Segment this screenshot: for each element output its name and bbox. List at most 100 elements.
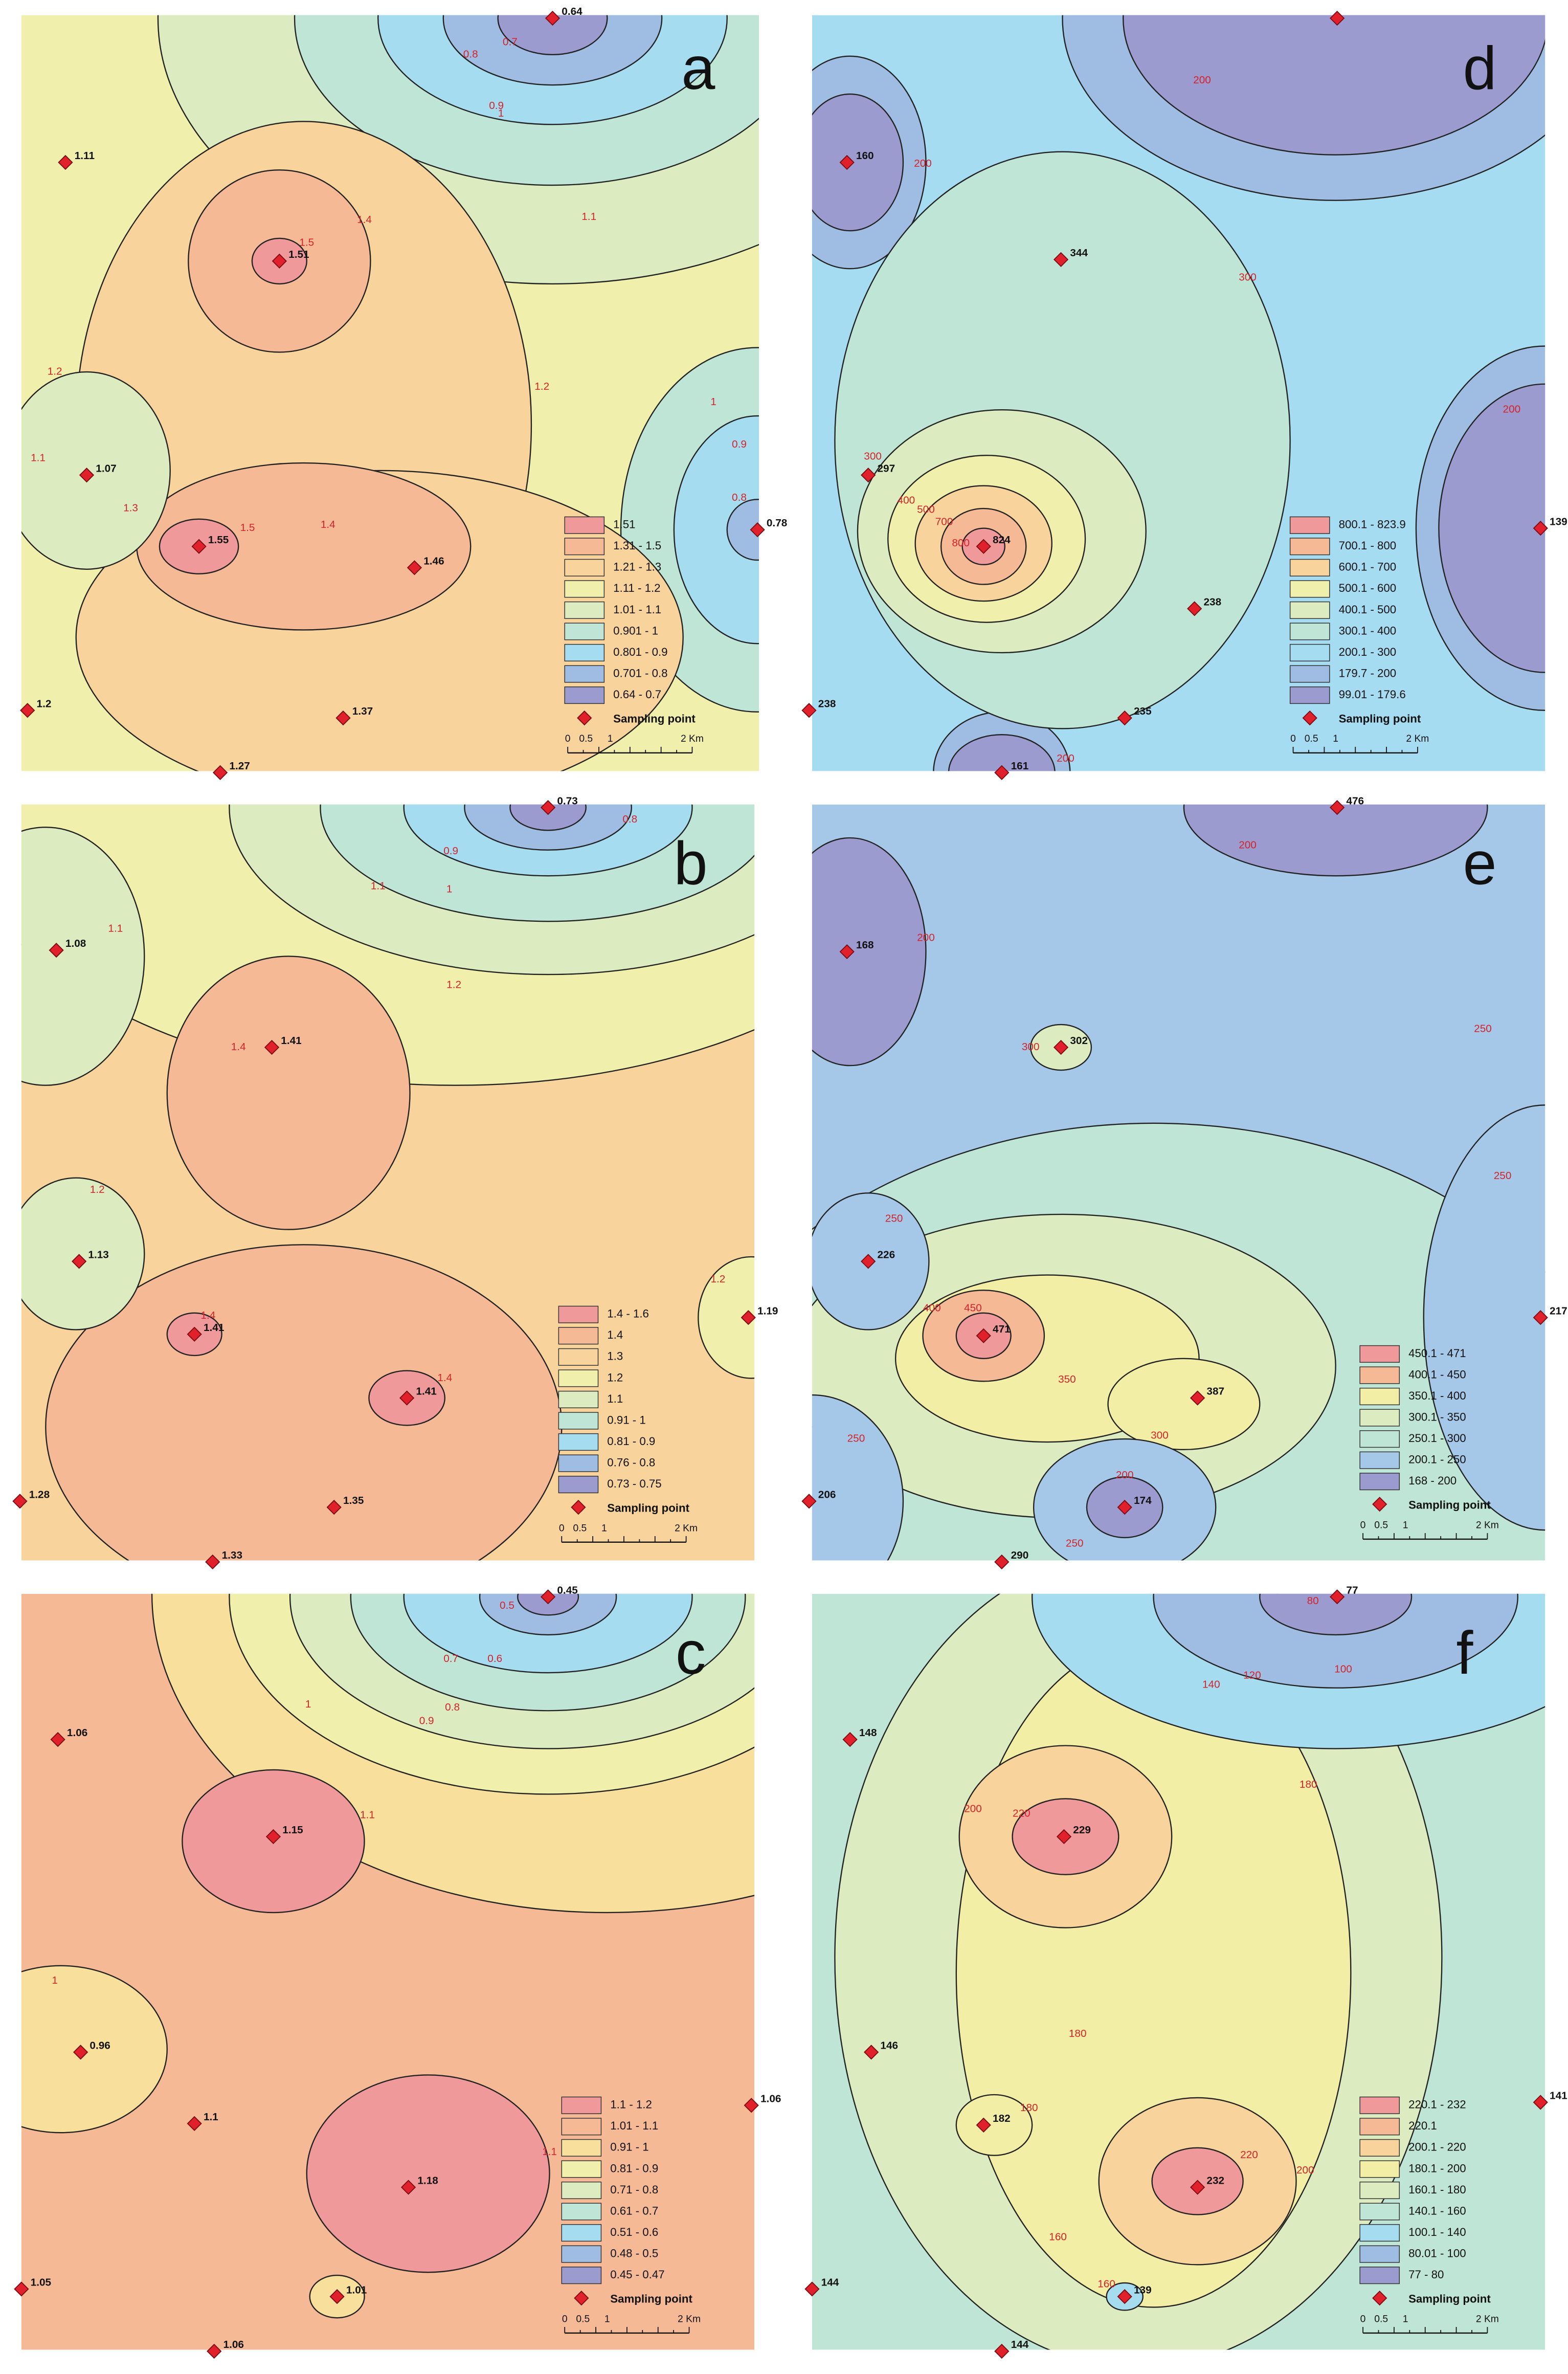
legend-label: 0.901 - 1 — [613, 624, 658, 637]
point-label: 238 — [818, 698, 836, 709]
point-label: 290 — [1011, 1549, 1029, 1561]
point-label: 217 — [1550, 1305, 1567, 1317]
contour-label: 200 — [917, 931, 935, 943]
sampling-point — [1187, 601, 1202, 616]
scale-label: 1 — [1403, 1520, 1408, 1530]
point-label: 1.55 — [208, 534, 229, 546]
contour-zone — [698, 1256, 755, 1379]
contour-zone — [1259, 1593, 1413, 1636]
point-label: 238 — [1203, 596, 1221, 608]
point-label: 235 — [1134, 705, 1152, 717]
sampling-point — [545, 10, 561, 26]
legend-label: 500.1 - 600 — [1339, 582, 1397, 594]
map-panel: 80 100 120 140 180 200 220 180 180 220 200 160 160 — [812, 1593, 1545, 2350]
point-label: 1.06 — [67, 1727, 87, 1739]
point-label: 144 — [1011, 2339, 1029, 2350]
legend-swatch — [561, 2181, 602, 2200]
contour-label: 0.8 — [732, 492, 747, 503]
point-label: 139 — [1550, 516, 1567, 527]
contour-label: 300 — [1239, 272, 1257, 283]
point-label: 1.06 — [760, 2093, 781, 2104]
point-label: 144 — [821, 2276, 839, 2288]
point-label: 1.35 — [343, 1495, 364, 1506]
point-label: 476 — [1346, 795, 1364, 807]
contour-label: 1.1 — [581, 211, 596, 223]
sampling-point — [58, 154, 73, 170]
point-label: 471 — [993, 1323, 1011, 1335]
legend-swatch — [561, 2160, 602, 2178]
scale-label: 0.5 — [1305, 734, 1318, 744]
legend-swatch — [1359, 2096, 1400, 2114]
sampling-point — [207, 2343, 222, 2359]
sampling-point — [744, 2098, 759, 2113]
legend-label: 0.71 - 0.8 — [610, 2183, 658, 2196]
legend-label: 1.4 — [607, 1328, 623, 1341]
contour-label: 200 — [1296, 2164, 1314, 2176]
point-label: 0.45 — [557, 1584, 577, 1596]
legend-marker-label: Sampling point — [610, 2292, 692, 2305]
scale-label: 1 — [1333, 734, 1338, 744]
contour-label: 0.9 — [443, 845, 458, 857]
legend-swatch — [1359, 2267, 1400, 2284]
legend-label: 160.1 - 180 — [1408, 2183, 1466, 2196]
point-label: 1.28 — [29, 1489, 50, 1500]
sampling-point — [1190, 2180, 1205, 2195]
legend-label: 200.1 - 220 — [1408, 2141, 1466, 2154]
panel-letter: f — [1456, 1619, 1473, 1687]
sampling-point — [50, 1732, 65, 1747]
legend-swatch — [558, 1369, 599, 1387]
legend-label: 1.01 - 1.1 — [610, 2119, 658, 2132]
point-label: 1.15 — [282, 1824, 303, 1836]
point-label: 1.2 — [37, 698, 52, 709]
legend-swatch — [564, 623, 605, 640]
legend-label: 350.1 - 400 — [1408, 1389, 1466, 1402]
sampling-point — [187, 2116, 202, 2131]
legend-swatch — [1289, 644, 1330, 662]
contour-label: 300 — [1151, 1430, 1169, 1441]
sampling-point — [861, 1254, 876, 1269]
point-label: 387 — [1206, 1386, 1224, 1397]
contour-label: 400 — [898, 495, 915, 506]
sampling-point — [1190, 1390, 1205, 1406]
contour-label: 1.4 — [321, 519, 335, 530]
contour-label: 160 — [1097, 2278, 1115, 2290]
legend-label: 1.4 - 1.6 — [607, 1307, 649, 1320]
contour-zone — [812, 93, 904, 232]
contour-label: 200 — [1239, 839, 1257, 851]
legend-swatch — [1359, 1409, 1400, 1427]
legend-swatch — [1359, 2224, 1400, 2242]
scale-label: 0.5 — [576, 2314, 590, 2324]
scale-label: 2 Km — [675, 1523, 698, 1534]
legend-marker-label: Sampling point — [1408, 1499, 1491, 1512]
point-label: 1.46 — [423, 555, 444, 567]
contour-label: 300 — [1022, 1041, 1040, 1053]
contour-label: 1 — [710, 396, 716, 408]
contour-label: 140 — [1202, 1678, 1220, 1690]
contour-zone — [517, 1593, 579, 1616]
point-label: 77 — [1346, 1584, 1358, 1596]
sampling-point — [14, 2281, 29, 2297]
scale-label: 0.5 — [1374, 2314, 1388, 2324]
legend-label: 179.7 - 200 — [1339, 667, 1397, 679]
contour-label: 160 — [1049, 2231, 1067, 2243]
legend-label: 1.01 - 1.1 — [613, 603, 661, 616]
point-label: 0.78 — [767, 517, 787, 529]
point-label: 0.64 — [562, 6, 583, 17]
legend-swatch — [1359, 2203, 1400, 2221]
point-label: 232 — [1206, 2175, 1224, 2187]
contour-label: 1 — [498, 107, 504, 119]
legend-label: 1.1 — [607, 1392, 623, 1405]
point-label: 139 — [1134, 2284, 1152, 2296]
legend-label: 0.48 - 0.5 — [610, 2247, 658, 2259]
legend-swatch — [561, 2096, 602, 2114]
contour-label: 0.9 — [732, 438, 747, 450]
point-label: 302 — [1070, 1035, 1088, 1047]
sampling-point — [741, 1310, 756, 1325]
sampling-point — [205, 1554, 220, 1570]
legend-swatch — [558, 1305, 599, 1323]
sampling-point — [842, 1732, 858, 1747]
contour-label: 0.8 — [463, 48, 478, 60]
contour-label: 200 — [1193, 74, 1211, 86]
contour-label: 250 — [885, 1212, 903, 1224]
